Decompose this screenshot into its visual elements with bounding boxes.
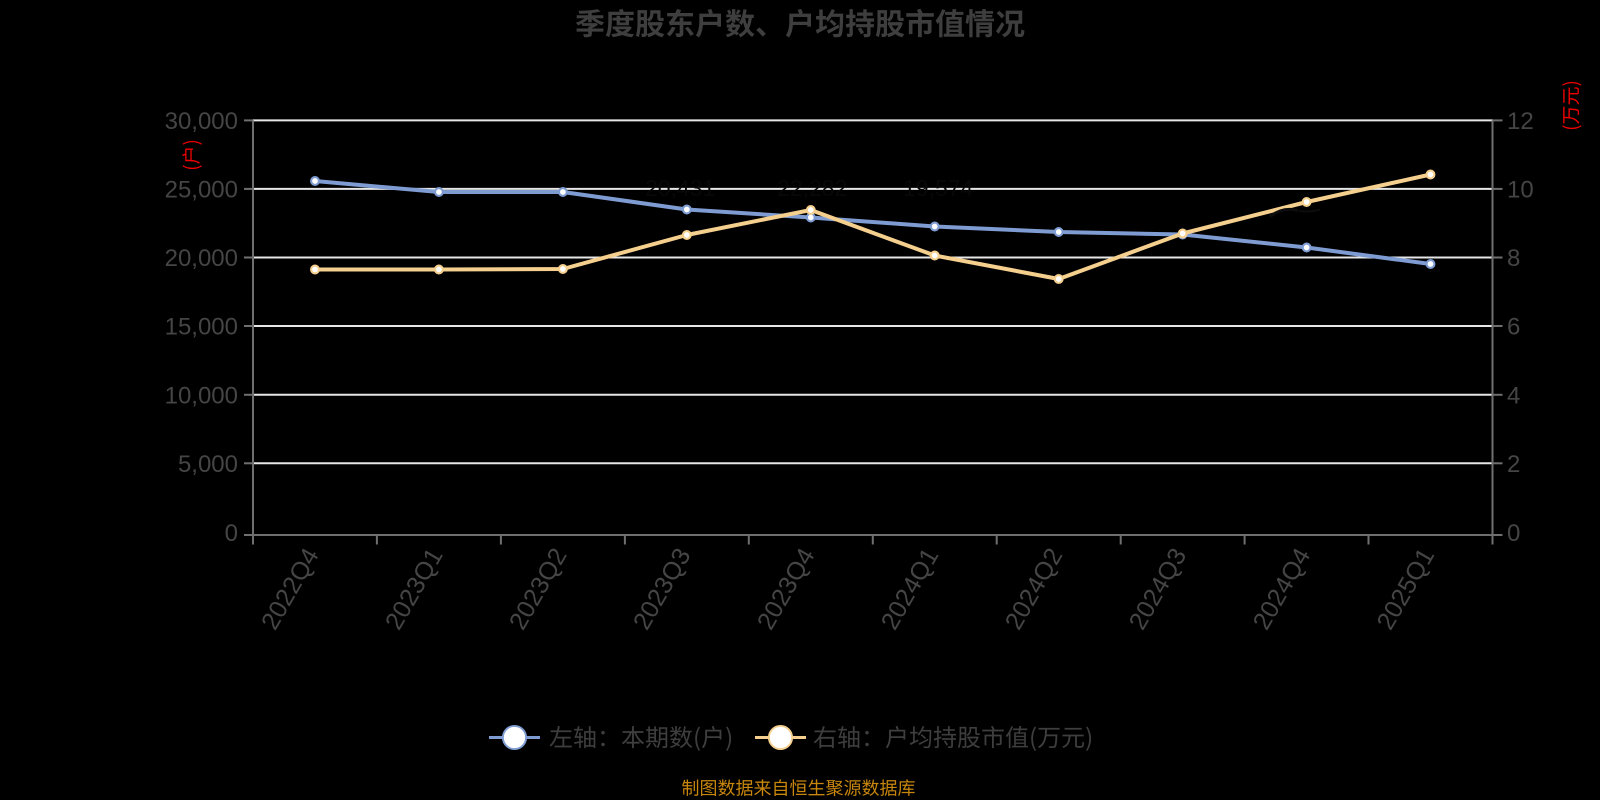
svg-text:19,574: 19,574: [903, 175, 974, 201]
svg-text:5,000: 5,000: [178, 451, 238, 478]
svg-text:4: 4: [1507, 382, 1520, 409]
svg-text:0: 0: [1507, 520, 1520, 547]
svg-text:30,000: 30,000: [165, 108, 238, 135]
svg-text:22,282: 22,282: [777, 175, 847, 201]
svg-text:20,000: 20,000: [165, 245, 238, 272]
svg-text:10: 10: [1507, 176, 1534, 203]
svg-text:12: 12: [1507, 108, 1534, 135]
svg-text:10,000: 10,000: [165, 382, 238, 409]
svg-text:20,431: 20,431: [645, 175, 715, 201]
svg-text:8: 8: [1507, 245, 1520, 272]
svg-text:0: 0: [225, 520, 238, 547]
svg-text:25,000: 25,000: [165, 176, 238, 203]
svg-text:2: 2: [1507, 451, 1520, 478]
svg-text:15,000: 15,000: [165, 314, 238, 341]
svg-text:6: 6: [1507, 314, 1520, 341]
